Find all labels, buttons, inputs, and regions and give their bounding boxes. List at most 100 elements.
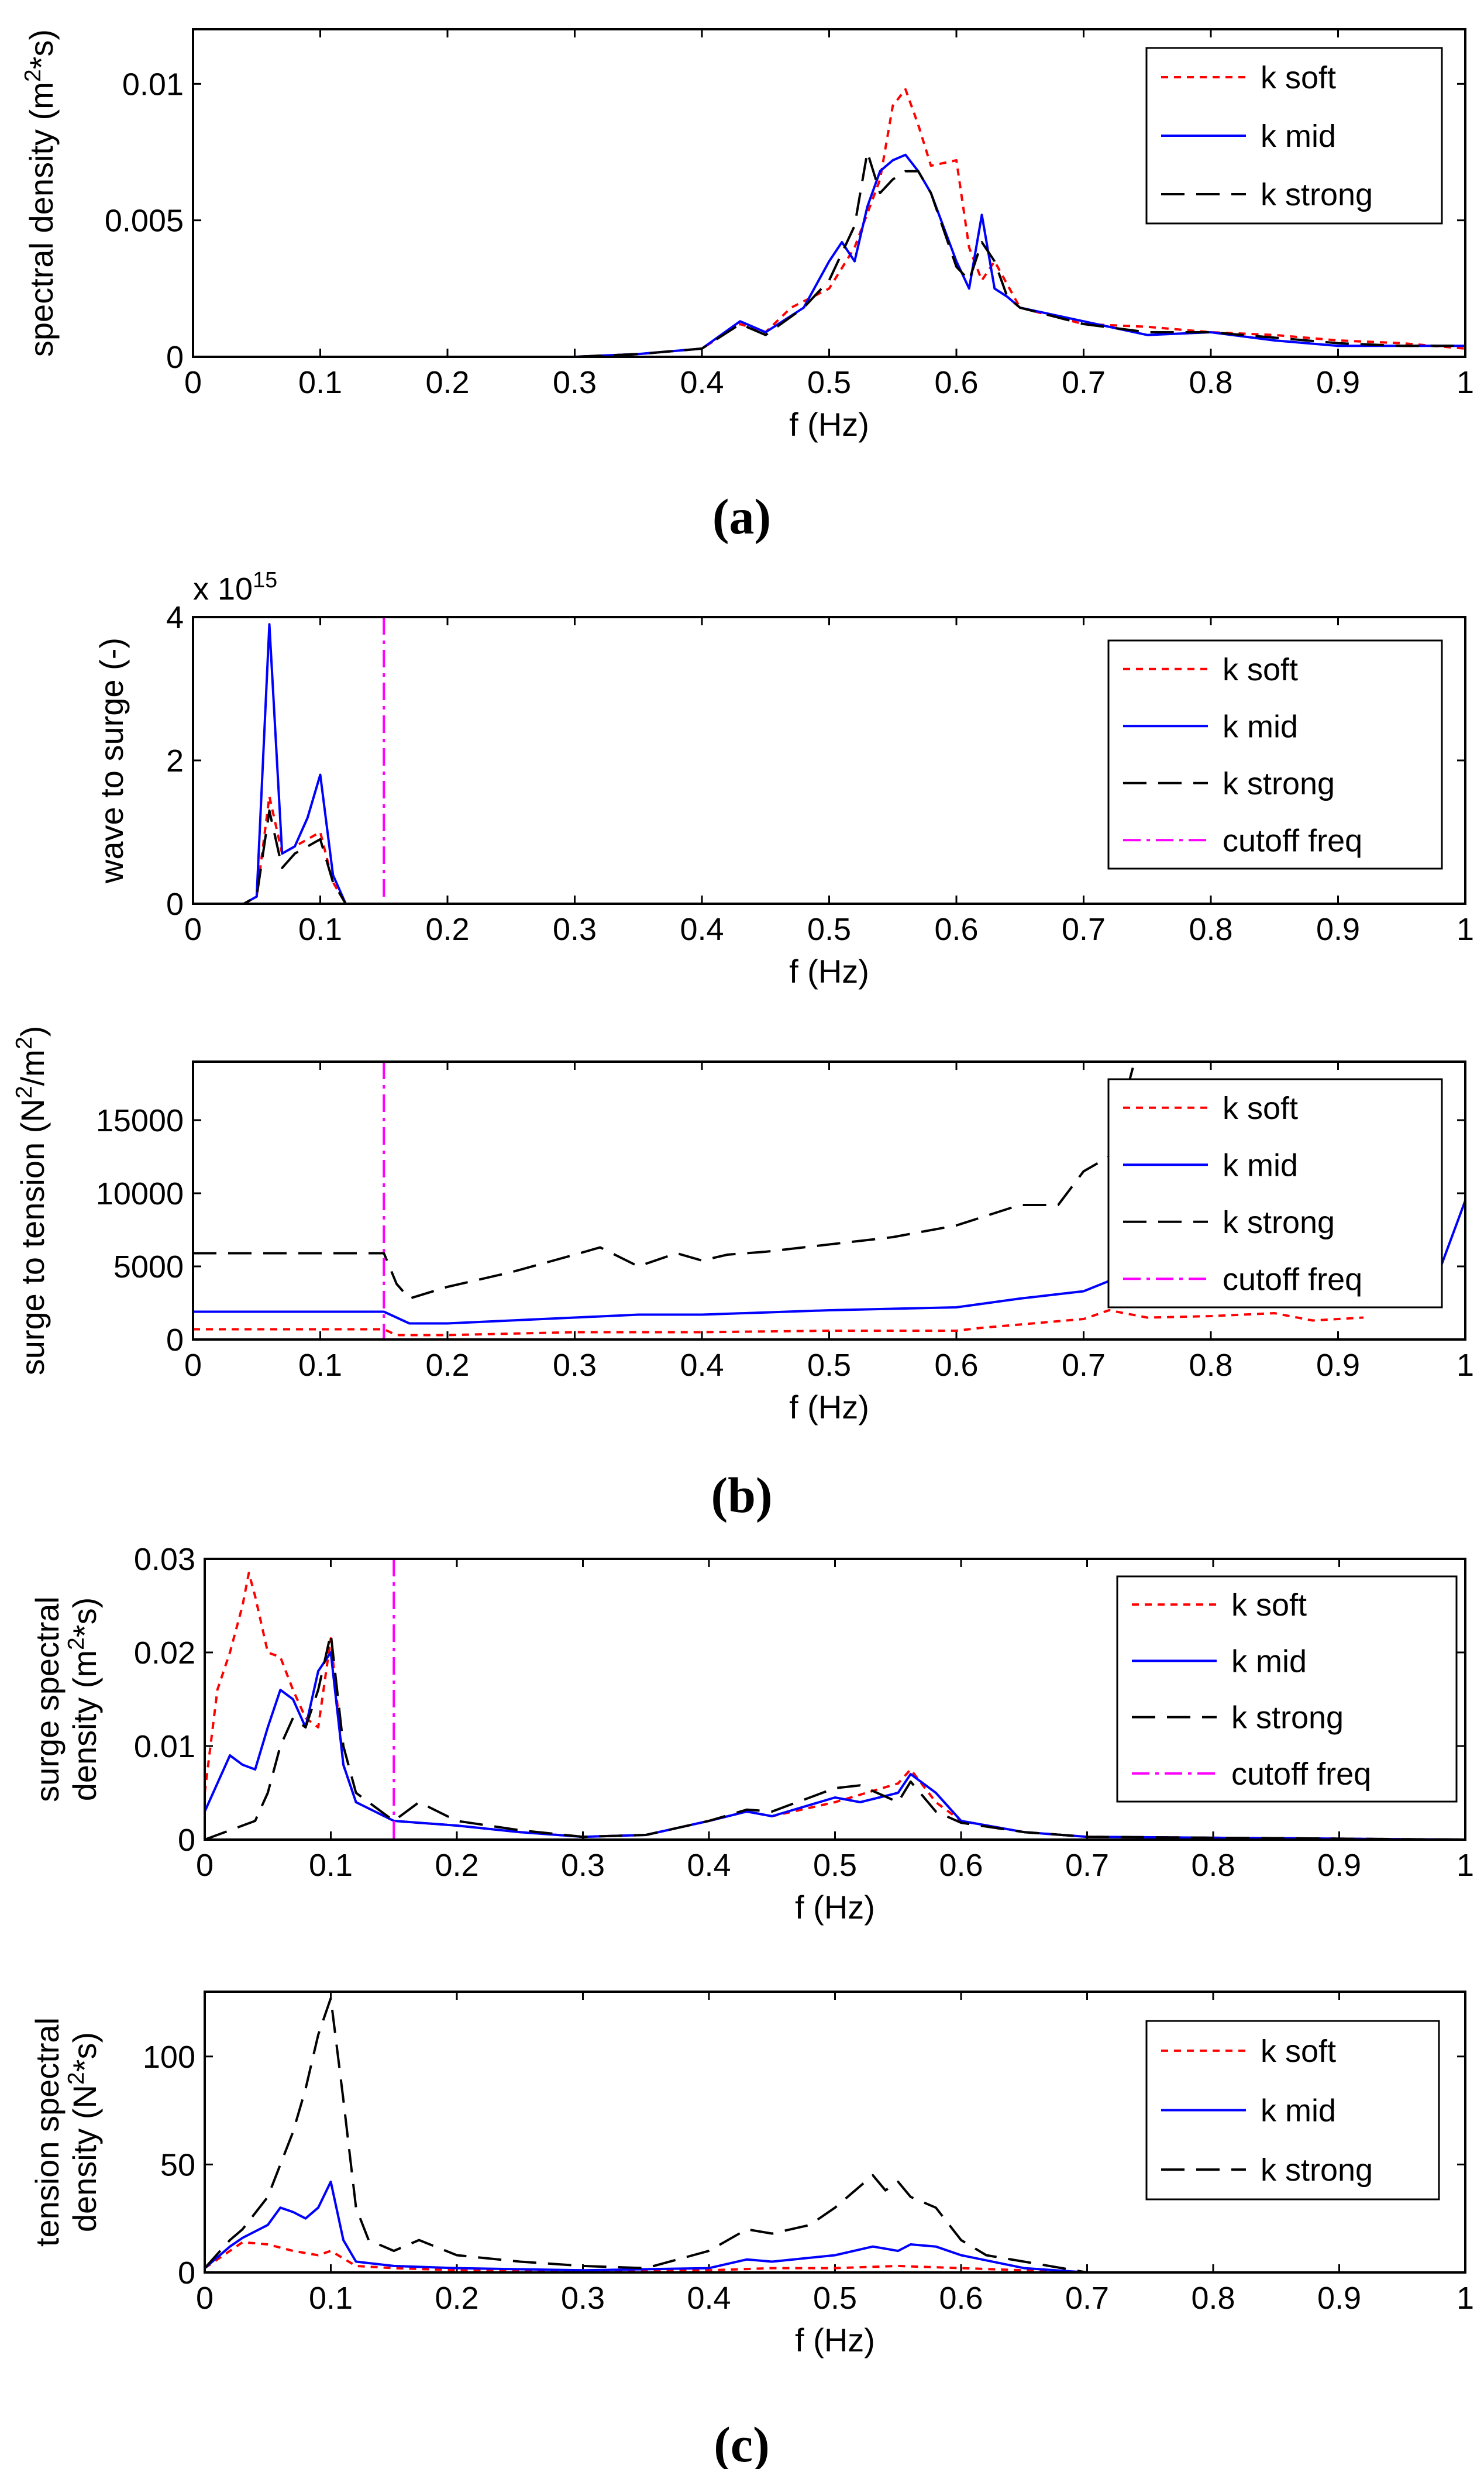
y-axis-label: spectral density (m2*s) bbox=[20, 29, 60, 357]
x-tick-label: 0.8 bbox=[1191, 2281, 1235, 2316]
x-tick-label: 0.4 bbox=[680, 1348, 724, 1383]
x-axis-label: f (Hz) bbox=[789, 406, 869, 443]
x-tick-label: 0.9 bbox=[1316, 912, 1360, 947]
series-line-strong bbox=[193, 809, 995, 904]
legend-label: k strong bbox=[1231, 1700, 1344, 1735]
legend-label: k soft bbox=[1261, 60, 1336, 95]
series-group bbox=[193, 88, 1465, 357]
series-line-strong bbox=[205, 1997, 1465, 2272]
chart-c2: 0 0.1 0.2 0.3 0.4 0.5 0.6 0.7 0.8 0.9 1 0 50 100 f (Hz… bbox=[29, 1991, 1474, 2358]
caption-c: (c) bbox=[714, 2416, 769, 2469]
x-tick-label: 1 bbox=[1457, 2281, 1474, 2316]
x-tick-label: 0.4 bbox=[680, 912, 724, 947]
legend-label: k strong bbox=[1261, 2153, 1373, 2188]
y-axis-label-line: surge spectral bbox=[29, 1596, 66, 1802]
caption-a: (a) bbox=[712, 488, 771, 545]
legend-box bbox=[1116, 1575, 1458, 1803]
y-tick-label: 0 bbox=[166, 340, 184, 375]
x-tick-label: 0.6 bbox=[939, 2281, 983, 2316]
x-tick-label: 0.8 bbox=[1191, 1848, 1235, 1883]
series-line-strong bbox=[193, 1062, 1136, 1300]
y-tick-label: 0 bbox=[178, 2255, 195, 2291]
x-tick-label: 0.6 bbox=[934, 1348, 978, 1383]
y-axis-label-line: density (m2*s) bbox=[64, 1597, 104, 1802]
x-tick-label: 0.4 bbox=[680, 365, 724, 400]
x-tick-label: 0.9 bbox=[1317, 2281, 1361, 2316]
axes-frame bbox=[204, 1991, 1466, 2274]
axes-frame bbox=[204, 1558, 1466, 1841]
y-tick-label: 0.01 bbox=[122, 67, 184, 102]
legend-label: k soft bbox=[1231, 1588, 1307, 1623]
x-tick-label: 0.5 bbox=[807, 912, 851, 947]
y-axis-label-line: density (N2*s) bbox=[64, 2032, 104, 2232]
axes-frame bbox=[192, 616, 1466, 905]
series-group bbox=[193, 617, 1465, 904]
series-line-mid bbox=[205, 2180, 1465, 2272]
x-tick-label: 1 bbox=[1457, 365, 1474, 400]
y-tick-label: 10000 bbox=[96, 1176, 184, 1211]
x-tick-label: 0.9 bbox=[1316, 1348, 1360, 1383]
x-axis-label: f (Hz) bbox=[789, 1389, 869, 1425]
x-tick-label: 0.8 bbox=[1189, 1348, 1232, 1383]
legend-label: k soft bbox=[1223, 652, 1298, 687]
x-tick-label: 0.3 bbox=[553, 1348, 597, 1383]
x-tick-label: 0 bbox=[184, 365, 202, 400]
x-tick-label: 0.3 bbox=[561, 1848, 605, 1883]
x-tick-label: 0.6 bbox=[934, 365, 978, 400]
x-tick-label: 0.2 bbox=[435, 1848, 478, 1883]
series-line-strong bbox=[193, 151, 1465, 357]
x-tick-label: 0.7 bbox=[1065, 2281, 1109, 2316]
y-tick-label: 100 bbox=[143, 2040, 195, 2075]
x-tick-label: 0.7 bbox=[1062, 1348, 1106, 1383]
x-tick-label: 0.2 bbox=[435, 2281, 478, 2316]
chart-a: 0 0.1 0.2 0.3 0.4 0.5 0.6 0.7 0.8 0.9 1 0 0.005 0.01 f… bbox=[20, 28, 1474, 443]
x-tick-label: 1 bbox=[1457, 912, 1474, 947]
y-tick-label: 15000 bbox=[96, 1103, 184, 1138]
series-line-soft bbox=[205, 2241, 1465, 2272]
x-tick-label: 0.9 bbox=[1316, 365, 1360, 400]
x-tick-label: 1 bbox=[1457, 1348, 1474, 1383]
y-tick-label: 50 bbox=[160, 2147, 195, 2182]
x-tick-label: 0.7 bbox=[1062, 912, 1106, 947]
legend-label: k strong bbox=[1261, 177, 1373, 212]
x-tick-label: 0.1 bbox=[309, 1848, 353, 1883]
x-tick-label: 0.4 bbox=[687, 2281, 731, 2316]
x-tick-label: 0.8 bbox=[1189, 365, 1232, 400]
x-axis-label: f (Hz) bbox=[789, 953, 869, 990]
y-tick-label: 5000 bbox=[113, 1249, 184, 1285]
x-tick-label: 0.1 bbox=[309, 2281, 353, 2316]
y-tick-label: 0.005 bbox=[105, 204, 184, 239]
chart-b2: 0 0.1 0.2 0.3 0.4 0.5 0.6 0.7 0.8 0.9 1 0 5000 10000 1… bbox=[12, 1026, 1475, 1425]
series-line-mid bbox=[205, 1651, 1465, 1840]
x-tick-label: 0.9 bbox=[1317, 1848, 1361, 1883]
x-tick-label: 0.7 bbox=[1062, 365, 1106, 400]
x-tick-label: 0.7 bbox=[1065, 1848, 1109, 1883]
x-tick-label: 0.3 bbox=[561, 2281, 605, 2316]
series-line-soft bbox=[193, 1309, 1364, 1337]
y-tick-label: 0.03 bbox=[134, 1542, 195, 1577]
x-tick-label: 0.5 bbox=[813, 1848, 857, 1883]
x-tick-label: 0.2 bbox=[425, 912, 469, 947]
x-tick-label: 0.2 bbox=[425, 1348, 469, 1383]
y-scale-multiplier: x 1015 bbox=[193, 568, 277, 607]
series-group bbox=[205, 1997, 1465, 2272]
x-tick-label: 0 bbox=[184, 912, 202, 947]
y-tick-label: 0 bbox=[166, 887, 184, 922]
x-tick-label: 0.1 bbox=[298, 912, 342, 947]
legend-label: k strong bbox=[1223, 766, 1335, 801]
y-axis-label: wave to surge (-) bbox=[93, 638, 130, 884]
y-axis-label: surge to tension (N2/m2) bbox=[12, 1026, 51, 1376]
x-tick-label: 0.8 bbox=[1189, 912, 1232, 947]
legend-label: k strong bbox=[1223, 1205, 1335, 1240]
series-line-mid bbox=[193, 623, 1465, 904]
x-tick-label: 0.5 bbox=[813, 2281, 857, 2316]
x-tick-label: 0.6 bbox=[939, 1848, 983, 1883]
legend-box bbox=[1107, 1078, 1443, 1308]
x-tick-label: 0.4 bbox=[687, 1848, 731, 1883]
x-axis-label: f (Hz) bbox=[795, 2322, 875, 2358]
legend-label: cutoff freq bbox=[1223, 823, 1362, 858]
x-tick-label: 0.1 bbox=[298, 365, 342, 400]
series-line-strong bbox=[205, 1633, 1465, 1840]
y-tick-label: 0.01 bbox=[134, 1729, 195, 1764]
